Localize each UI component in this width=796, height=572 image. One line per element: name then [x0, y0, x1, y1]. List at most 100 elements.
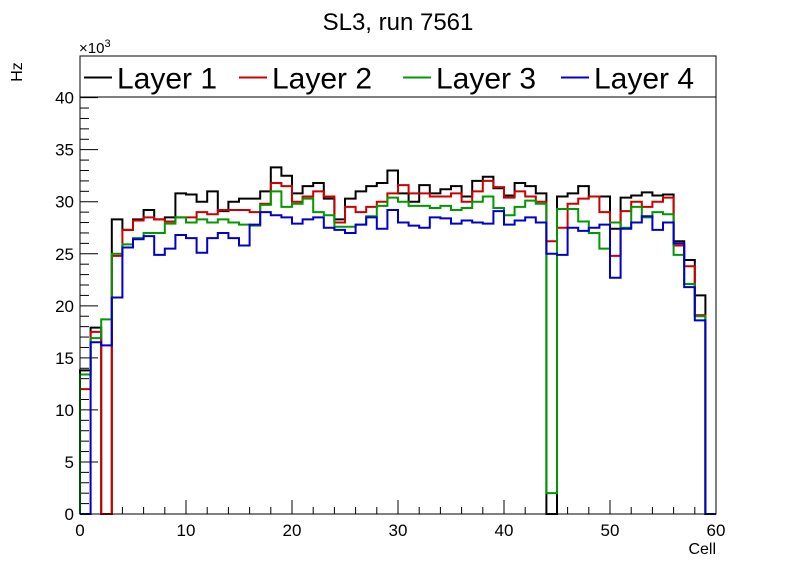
bin-mark: [101, 318, 112, 320]
bin-mark: [451, 223, 462, 225]
chart-title: SL3, run 7561: [323, 9, 474, 36]
bin-mark: [112, 255, 123, 257]
y-tick-label: 35: [55, 141, 74, 160]
bin-mark: [493, 210, 504, 212]
bin-mark: [536, 222, 547, 224]
bin-mark: [144, 235, 155, 237]
series-layer-4: [80, 209, 716, 515]
bin-mark: [409, 205, 420, 207]
bin-mark: [154, 232, 165, 234]
bin-mark: [578, 230, 589, 232]
bin-mark: [536, 192, 547, 194]
bin-mark: [419, 192, 430, 194]
bin-mark: [472, 222, 483, 224]
bin-mark: [568, 208, 579, 210]
bin-mark: [313, 182, 324, 184]
bin-mark: [674, 240, 685, 242]
bin-mark: [165, 223, 176, 225]
bin-mark: [557, 254, 568, 256]
bin-mark: [144, 209, 155, 211]
bin-mark: [483, 223, 494, 225]
bin-mark: [165, 216, 176, 218]
bin-mark: [218, 232, 229, 234]
bin-mark: [610, 228, 621, 230]
bin-mark: [377, 205, 388, 207]
legend-label: Layer 4: [594, 63, 694, 96]
y-tick-label: 25: [55, 245, 74, 264]
bin-mark: [557, 208, 568, 210]
bin-mark: [387, 197, 398, 199]
bin-mark: [674, 244, 685, 246]
y-tick-label: 5: [65, 453, 74, 472]
bin-mark: [281, 216, 292, 218]
bin-mark: [186, 216, 197, 218]
bin-mark: [695, 294, 706, 296]
bin-mark: [260, 204, 271, 206]
plot-frame: [79, 55, 717, 515]
bin-mark: [80, 374, 91, 376]
bin-mark: [377, 228, 388, 230]
bin-mark: [186, 237, 197, 239]
bin-mark: [599, 196, 610, 198]
legend-label: Layer 3: [436, 63, 536, 96]
bin-mark: [546, 253, 557, 255]
bin-mark: [165, 221, 176, 223]
bin-mark: [430, 192, 441, 194]
x-tick-label: 0: [75, 521, 84, 540]
bin-mark: [440, 217, 451, 219]
bin-mark: [599, 224, 610, 226]
bin-mark: [663, 213, 674, 215]
bin-mark: [493, 186, 504, 188]
series-line: [80, 209, 716, 515]
bin-mark: [281, 185, 292, 187]
bin-mark: [366, 216, 377, 218]
bin-mark: [239, 224, 250, 226]
bin-mark: [91, 327, 102, 329]
y-tick-label: 20: [55, 297, 74, 316]
bin-mark: [345, 232, 356, 234]
bin-mark: [228, 222, 239, 224]
bin-mark: [122, 229, 133, 231]
bin-mark: [652, 194, 663, 196]
bin-mark: [599, 248, 610, 250]
bin-mark: [684, 265, 695, 267]
bin-mark: [303, 218, 314, 220]
bin-mark: [578, 198, 589, 200]
bin-mark: [122, 247, 133, 249]
y-axis-label: Hz: [9, 62, 26, 82]
y-multiplier: ×103: [79, 38, 111, 57]
bin-mark: [515, 190, 526, 192]
series-line: [79, 166, 716, 515]
bin-mark: [154, 218, 165, 220]
bin-mark: [631, 206, 642, 208]
plot-border: [79, 55, 717, 515]
bin-mark: [589, 227, 600, 229]
bin-mark: [228, 209, 239, 211]
bin-mark: [440, 205, 451, 207]
bin-mark: [324, 198, 335, 200]
bin-mark: [419, 227, 430, 229]
bin-mark: [122, 243, 133, 245]
bin-mark: [451, 209, 462, 211]
bin-mark: [366, 185, 377, 187]
bin-mark: [430, 196, 441, 198]
bin-mark: [260, 190, 271, 192]
bin-mark: [472, 201, 483, 203]
bin-mark: [303, 185, 314, 187]
legend-label: Layer 2: [272, 63, 372, 96]
bin-mark: [197, 201, 208, 203]
bin-mark: [186, 222, 197, 224]
bin-mark: [695, 315, 706, 317]
bin-mark: [345, 198, 356, 200]
bin-mark: [313, 190, 324, 192]
bin-mark: [334, 226, 345, 228]
bin-mark: [292, 223, 303, 225]
bin-mark: [599, 211, 610, 213]
y-tick-label: 0: [65, 505, 74, 524]
bin-mark: [684, 283, 695, 285]
bin-mark: [515, 206, 526, 208]
bin-mark: [207, 237, 218, 239]
bin-mark: [250, 224, 261, 226]
bin-mark: [462, 196, 473, 198]
